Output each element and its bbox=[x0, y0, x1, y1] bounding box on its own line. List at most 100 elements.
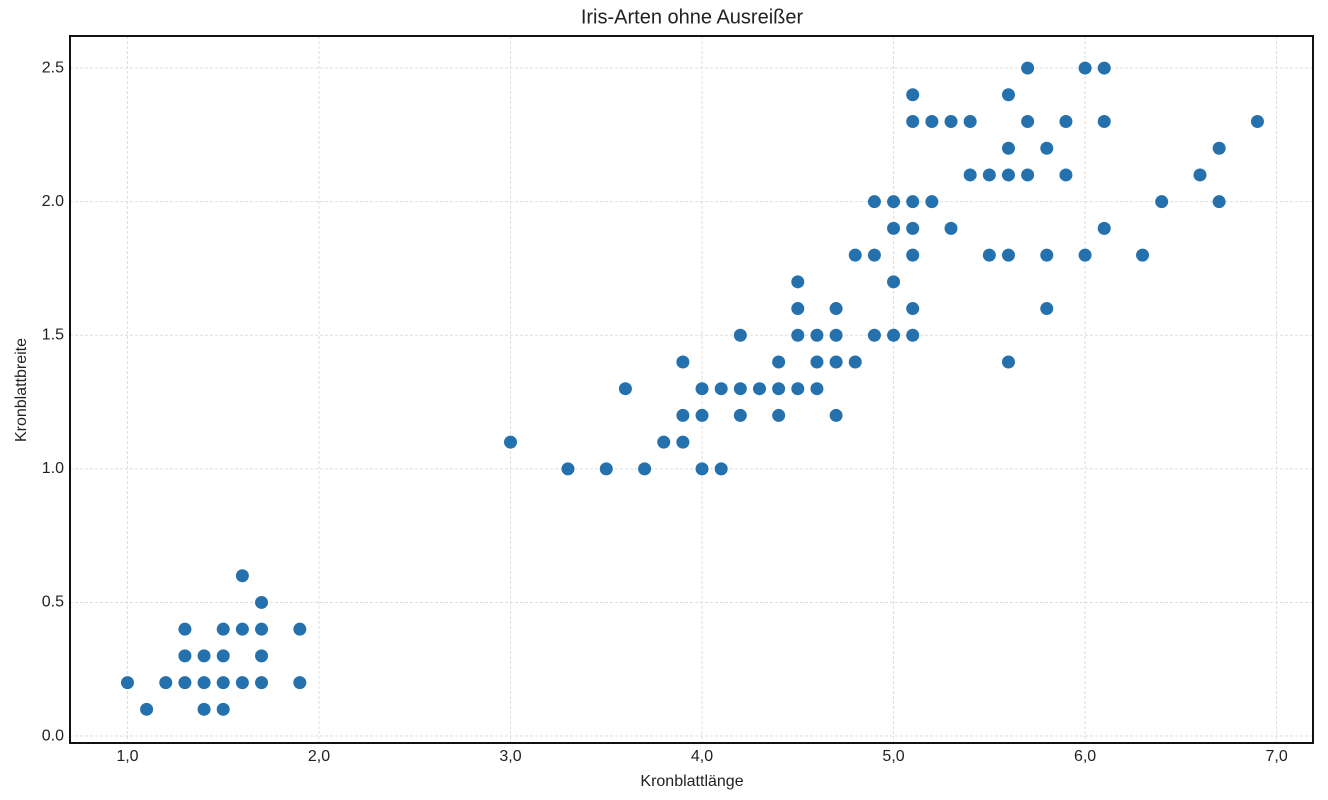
point bbox=[1059, 168, 1073, 182]
point bbox=[829, 328, 843, 342]
x-axis-label: Kronblattlänge bbox=[640, 773, 743, 790]
point bbox=[1250, 115, 1264, 129]
point bbox=[599, 462, 613, 476]
y-axis-label: Kronblattbreite bbox=[13, 338, 30, 442]
point bbox=[925, 115, 939, 129]
point bbox=[887, 221, 901, 235]
point bbox=[887, 328, 901, 342]
point bbox=[1078, 61, 1092, 75]
point bbox=[906, 328, 920, 342]
point bbox=[772, 408, 786, 422]
point bbox=[159, 676, 173, 690]
point bbox=[140, 702, 154, 716]
point bbox=[810, 355, 824, 369]
point bbox=[906, 221, 920, 235]
point bbox=[810, 328, 824, 342]
point bbox=[255, 676, 269, 690]
point bbox=[982, 248, 996, 262]
x-tick-label: 3,0 bbox=[499, 748, 521, 765]
x-tick-label: 6,0 bbox=[1074, 748, 1096, 765]
point bbox=[1097, 115, 1111, 129]
x-tick-label: 7,0 bbox=[1265, 748, 1287, 765]
point bbox=[1059, 115, 1073, 129]
point bbox=[848, 355, 862, 369]
point bbox=[829, 408, 843, 422]
point bbox=[1212, 195, 1226, 209]
point bbox=[1040, 302, 1054, 316]
point bbox=[848, 248, 862, 262]
point bbox=[733, 328, 747, 342]
x-tick-label: 1,0 bbox=[116, 748, 138, 765]
point bbox=[1040, 248, 1054, 262]
point bbox=[867, 195, 881, 209]
plot-frame bbox=[69, 35, 1314, 744]
x-tick-label: 5,0 bbox=[882, 748, 904, 765]
point bbox=[293, 676, 307, 690]
point bbox=[216, 622, 230, 636]
point bbox=[638, 462, 652, 476]
point bbox=[235, 569, 249, 583]
point bbox=[906, 302, 920, 316]
point bbox=[178, 649, 192, 663]
point bbox=[906, 115, 920, 129]
point bbox=[197, 649, 211, 663]
point bbox=[1193, 168, 1207, 182]
point bbox=[1001, 88, 1015, 102]
y-tick-label: 0.0 bbox=[42, 727, 64, 744]
point bbox=[1001, 168, 1015, 182]
point bbox=[676, 355, 690, 369]
point bbox=[829, 355, 843, 369]
point bbox=[791, 382, 805, 396]
x-tick-label: 4,0 bbox=[691, 748, 713, 765]
point bbox=[504, 435, 518, 449]
point bbox=[772, 355, 786, 369]
point bbox=[772, 382, 786, 396]
chart-title: Iris-Arten ohne Ausreißer bbox=[581, 6, 804, 28]
point bbox=[1078, 248, 1092, 262]
point bbox=[714, 462, 728, 476]
point bbox=[235, 622, 249, 636]
point bbox=[963, 168, 977, 182]
point bbox=[255, 649, 269, 663]
y-tick-label: 1.0 bbox=[42, 460, 64, 477]
point bbox=[733, 382, 747, 396]
point bbox=[1155, 195, 1169, 209]
point bbox=[178, 622, 192, 636]
point bbox=[752, 382, 766, 396]
point bbox=[235, 676, 249, 690]
point bbox=[216, 702, 230, 716]
point bbox=[676, 435, 690, 449]
point bbox=[293, 622, 307, 636]
point bbox=[1212, 141, 1226, 155]
point bbox=[867, 328, 881, 342]
point bbox=[695, 382, 709, 396]
point bbox=[1136, 248, 1150, 262]
point bbox=[255, 595, 269, 609]
point bbox=[1040, 141, 1054, 155]
point bbox=[1001, 141, 1015, 155]
point bbox=[925, 195, 939, 209]
point bbox=[197, 702, 211, 716]
point bbox=[216, 649, 230, 663]
point bbox=[1021, 168, 1035, 182]
point bbox=[829, 302, 843, 316]
point bbox=[1021, 115, 1035, 129]
point bbox=[982, 168, 996, 182]
point bbox=[733, 408, 747, 422]
point bbox=[944, 221, 958, 235]
point bbox=[1097, 61, 1111, 75]
point bbox=[178, 676, 192, 690]
point bbox=[1001, 248, 1015, 262]
point bbox=[120, 676, 134, 690]
point bbox=[695, 408, 709, 422]
point bbox=[657, 435, 671, 449]
point bbox=[791, 275, 805, 289]
point bbox=[197, 676, 211, 690]
point bbox=[906, 88, 920, 102]
point bbox=[963, 115, 977, 129]
point bbox=[1097, 221, 1111, 235]
point bbox=[906, 248, 920, 262]
